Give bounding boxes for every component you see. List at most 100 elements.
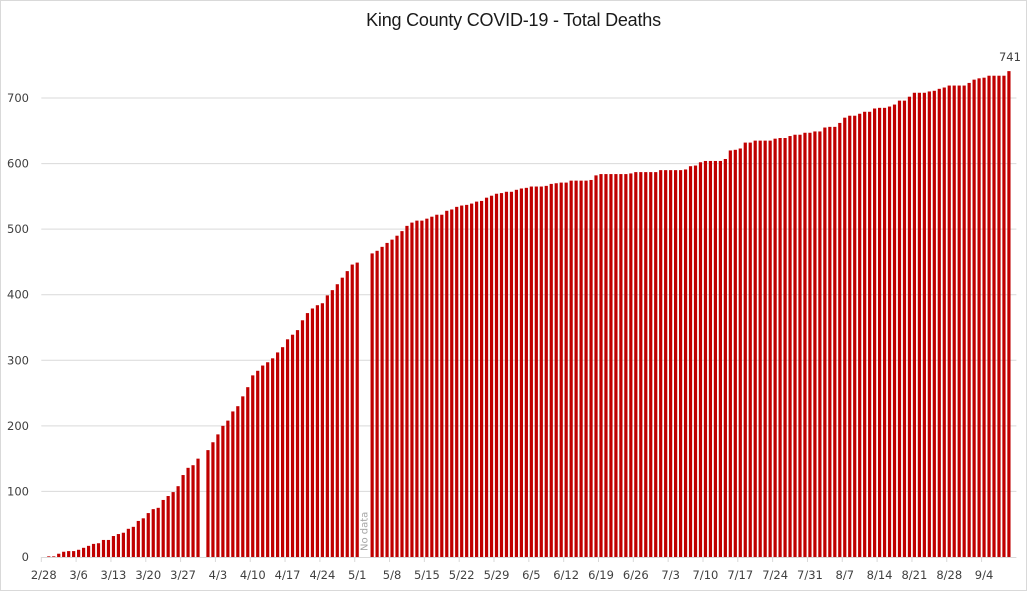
bar-8-4 xyxy=(828,126,832,557)
bar-5-6 xyxy=(380,246,384,558)
bar-4-12 xyxy=(261,365,265,557)
bar-9-8 xyxy=(1002,75,1006,558)
y-tick-label: 400 xyxy=(7,288,29,302)
bar-4-13 xyxy=(266,362,270,557)
x-axis: 2/28 3/6 3/13 3/20 3/27 4/3 4/10 4/17 4/24 5/1 5/8… xyxy=(31,557,1017,582)
bar-7-3 xyxy=(669,170,673,557)
bar-8-8 xyxy=(848,115,852,557)
bar-5-14 xyxy=(420,220,424,557)
bar-4-17 xyxy=(285,339,290,557)
bar-5-21 xyxy=(455,206,459,557)
bar-6-18 xyxy=(594,175,598,557)
bar-8-11 xyxy=(863,111,867,558)
bar-7-7 xyxy=(688,166,693,557)
bar-8-20 xyxy=(907,96,912,557)
bar-4-18 xyxy=(290,334,295,557)
bar-7-19 xyxy=(748,142,752,557)
bar-7-26 xyxy=(783,138,787,558)
bar-8-2 xyxy=(818,131,822,558)
x-tick-label: 5/1 xyxy=(348,568,367,582)
bar-6-15 xyxy=(579,180,583,557)
bar-3-23 xyxy=(161,499,165,557)
bar-6-20 xyxy=(604,174,608,557)
bar-5-13 xyxy=(415,220,419,557)
bar-6-23 xyxy=(619,174,623,557)
bar-8-30 xyxy=(957,85,961,557)
bar-7-21 xyxy=(758,140,762,557)
bar-7-12 xyxy=(713,160,718,557)
bar-4-5 xyxy=(226,420,230,557)
bar-7-1 xyxy=(659,170,663,557)
bar-3-11 xyxy=(101,539,106,557)
bar-5-30 xyxy=(499,193,504,558)
bar-3-7 xyxy=(81,547,86,557)
bar-6-12 xyxy=(564,182,568,557)
bar-8-16 xyxy=(887,106,892,557)
bar-4-20 xyxy=(300,320,305,557)
bar-5-29 xyxy=(494,193,499,558)
bar-5-9 xyxy=(395,235,399,557)
bars xyxy=(47,71,1011,558)
bar-5-17 xyxy=(435,214,439,557)
bar-5-25 xyxy=(475,201,479,557)
bar-7-9 xyxy=(698,162,703,557)
bar-9-1 xyxy=(967,82,971,558)
y-tick-label: 600 xyxy=(7,157,29,171)
bar-9-2 xyxy=(972,79,976,558)
bar-3-15 xyxy=(121,532,125,557)
bar-5-26 xyxy=(479,200,484,557)
y-axis-ticks: 0 100 200 300 400 500 600 700 xyxy=(7,91,29,564)
bar-6-3 xyxy=(519,188,523,558)
bar-8-14 xyxy=(877,107,882,558)
bar-5-16 xyxy=(430,216,434,557)
bar-3-3 xyxy=(62,551,66,557)
bar-4-21 xyxy=(305,313,310,557)
bar-3-19 xyxy=(141,518,145,557)
bar-9-4 xyxy=(982,77,986,558)
bar-7-30 xyxy=(803,132,807,558)
bar-4-25 xyxy=(325,295,329,557)
x-tick-label: 7/3 xyxy=(661,568,680,582)
y-tick-label: 500 xyxy=(7,222,29,236)
y-tick-label: 300 xyxy=(7,353,29,367)
bar-4-8 xyxy=(241,396,245,557)
bar-4-3 xyxy=(216,434,220,557)
bar-3-5 xyxy=(72,551,76,557)
bar-5-18 xyxy=(440,214,444,557)
bar-9-9 xyxy=(1007,71,1011,558)
bar-6-27 xyxy=(639,172,643,557)
bar-3-9 xyxy=(91,543,96,557)
bar-6-19 xyxy=(599,174,603,557)
bar-6-14 xyxy=(574,180,578,557)
x-tick-label: 9/4 xyxy=(975,568,994,582)
bar-6-10 xyxy=(554,183,558,557)
bar-3-29 xyxy=(191,465,195,557)
bar-3-12 xyxy=(106,539,111,557)
bar-6-7 xyxy=(539,186,543,558)
x-tick-label: 3/20 xyxy=(135,568,161,582)
x-tick-label: 3/13 xyxy=(101,568,127,582)
bar-4-19 xyxy=(295,330,300,557)
bar-5-5 xyxy=(375,250,379,558)
bar-4-1 xyxy=(206,450,210,557)
bar-7-15 xyxy=(728,150,732,557)
bar-4-16 xyxy=(280,347,285,557)
bar-6-26 xyxy=(634,172,638,557)
x-tick-label: 4/3 xyxy=(209,568,228,582)
y-tick-label: 100 xyxy=(7,484,29,498)
bar-4-27 xyxy=(335,284,339,557)
bar-7-4 xyxy=(674,170,678,557)
bar-5-4 xyxy=(370,253,374,558)
bar-8-21 xyxy=(912,92,917,557)
bar-4-9 xyxy=(246,387,250,557)
x-tick-label: 3/27 xyxy=(170,568,196,582)
bar-9-5 xyxy=(987,75,991,558)
bar-4-22 xyxy=(310,308,315,557)
bar-6-6 xyxy=(534,186,538,558)
bar-5-20 xyxy=(450,209,454,557)
bar-3-14 xyxy=(116,534,121,557)
bar-3-4 xyxy=(67,551,71,557)
x-tick-label: 8/7 xyxy=(836,568,855,582)
bar-6-5 xyxy=(529,186,533,558)
